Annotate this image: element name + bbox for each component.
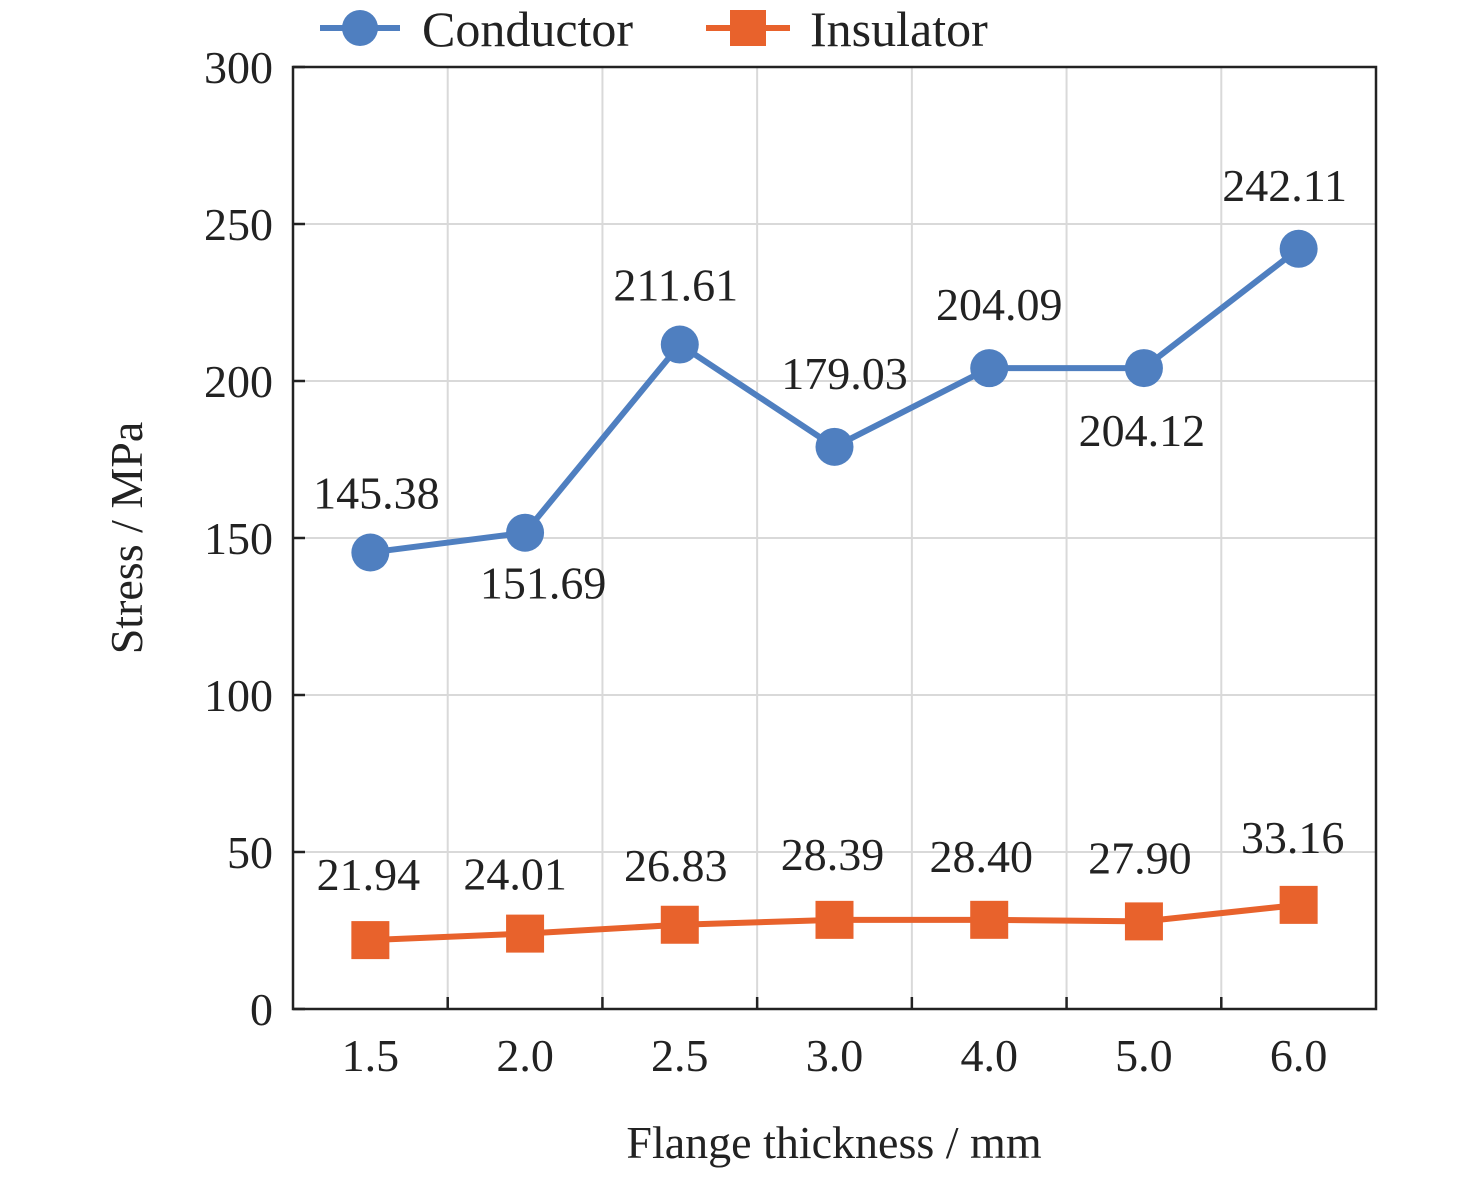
series-lines: [351, 229, 1318, 960]
x-tick-label: 2.5: [651, 1030, 709, 1081]
data-label-insulator: 21.94: [317, 849, 421, 900]
data-label-insulator: 33.16: [1241, 812, 1345, 863]
data-label-conductor: 242.11: [1222, 160, 1347, 211]
legend-label-conductor: Conductor: [422, 1, 633, 57]
data-label-conductor: 211.61: [613, 260, 738, 311]
data-point-insulator: [1279, 885, 1318, 924]
y-tick-label: 50: [227, 827, 273, 878]
legend-marker-conductor: [342, 10, 378, 46]
legend-label-insulator: Insulator: [810, 1, 988, 57]
data-label-insulator: 28.40: [929, 831, 1033, 882]
data-point-insulator: [351, 921, 390, 960]
axis-ticks: 0 50 100 150 200 250 300 1.5 2.0 2.5 3.0 4.0 5.0 6.0: [204, 42, 1327, 1081]
x-axis-title: Flange thickness / mm: [626, 1117, 1041, 1168]
data-label-insulator: 27.90: [1088, 832, 1192, 883]
data-point-insulator: [970, 900, 1009, 939]
data-label-conductor: 204.12: [1079, 405, 1206, 456]
data-point-conductor: [1124, 349, 1163, 388]
data-point-conductor: [970, 349, 1009, 388]
data-point-conductor: [1279, 229, 1318, 268]
data-point-insulator: [506, 914, 545, 953]
data-point-insulator: [660, 905, 699, 944]
data-label-conductor: 145.38: [313, 468, 440, 519]
y-axis-title: Stress / MPa: [101, 422, 152, 655]
x-tick-label: 4.0: [960, 1030, 1018, 1081]
y-tick-label: 300: [204, 42, 273, 93]
data-label-conductor: 151.69: [480, 558, 607, 609]
legend-marker-insulator: [730, 10, 766, 46]
grid: [293, 67, 1376, 1009]
data-point-insulator: [1124, 902, 1163, 941]
y-tick-label: 250: [204, 199, 273, 250]
series-line-conductor: [369, 246, 1301, 556]
data-label-conductor: 204.09: [936, 279, 1063, 330]
legend: Conductor Insulator: [320, 1, 988, 57]
data-point-insulator: [815, 900, 854, 939]
legend-item-conductor: Conductor: [320, 1, 633, 57]
x-tick-label: 6.0: [1270, 1030, 1328, 1081]
data-point-conductor: [660, 325, 699, 364]
data-labels: 145.38 151.69 211.61 179.03 204.09 204.12 242.…: [313, 160, 1347, 900]
x-tick-label: 1.5: [342, 1030, 400, 1081]
data-point-conductor: [506, 513, 545, 552]
data-label-insulator: 24.01: [463, 849, 567, 900]
x-tick-label: 2.0: [496, 1030, 554, 1081]
y-tick-label: 150: [204, 513, 273, 564]
y-tick-label: 0: [250, 984, 273, 1035]
y-tick-label: 200: [204, 356, 273, 407]
legend-item-insulator: Insulator: [706, 1, 988, 57]
data-point-conductor: [351, 533, 390, 572]
data-point-conductor: [815, 427, 854, 466]
x-tick-label: 5.0: [1115, 1030, 1173, 1081]
data-label-insulator: 26.83: [624, 840, 728, 891]
y-tick-label: 100: [204, 670, 273, 721]
data-label-conductor: 179.03: [781, 348, 908, 399]
x-tick-label: 3.0: [806, 1030, 864, 1081]
data-label-insulator: 28.39: [781, 829, 885, 880]
